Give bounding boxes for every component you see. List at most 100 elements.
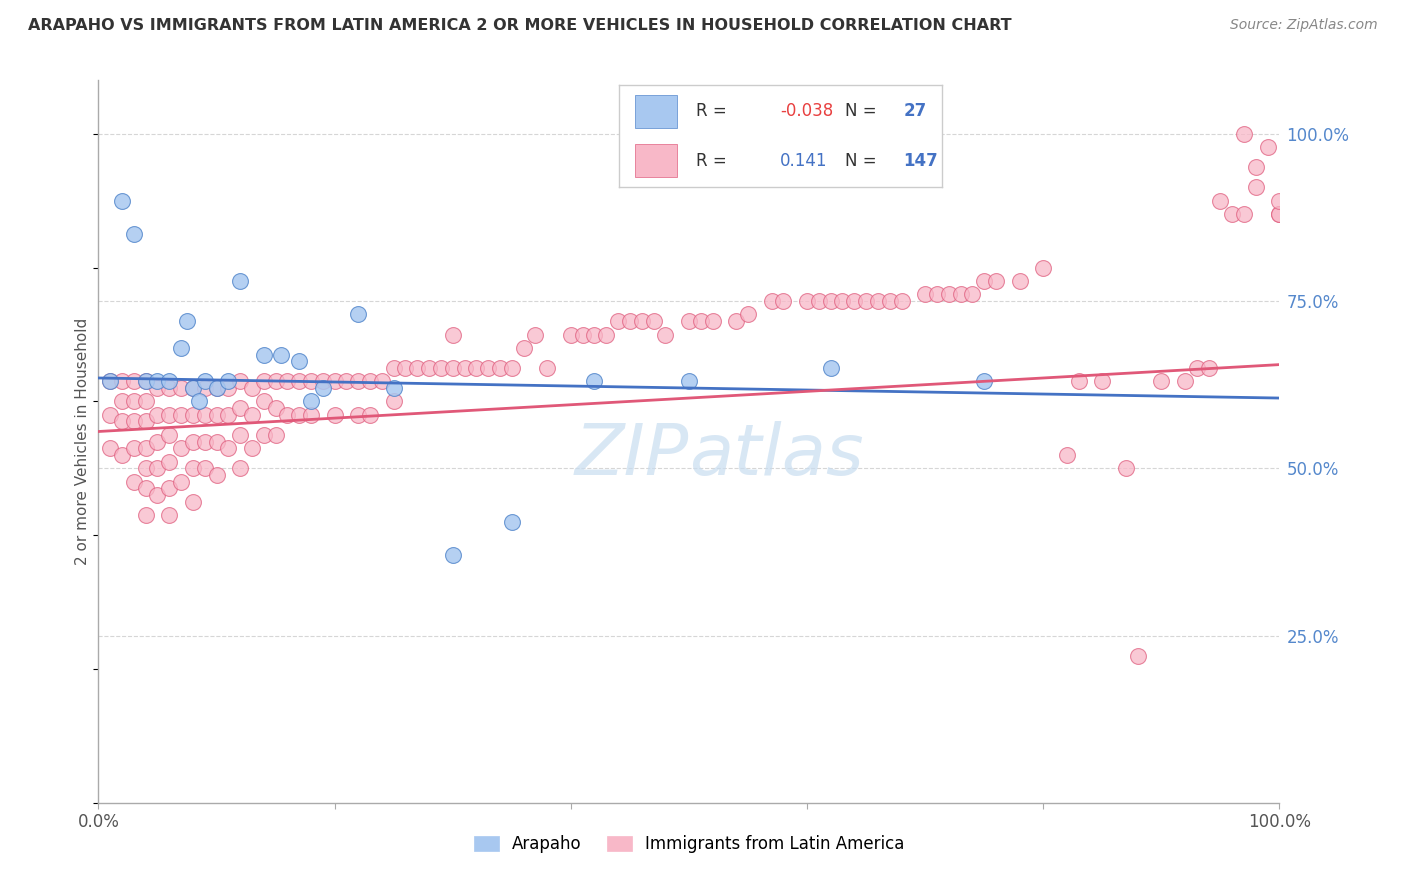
Point: [1126, 648, 1149, 663]
Point: [1115, 461, 1137, 475]
Point: [111, 414, 134, 429]
Point: [890, 294, 912, 309]
Point: [418, 361, 440, 376]
Point: [170, 341, 193, 355]
Point: [176, 314, 198, 328]
Point: [194, 434, 217, 449]
Point: [489, 361, 512, 376]
Point: [512, 341, 534, 355]
Point: [181, 381, 204, 395]
Point: [111, 375, 134, 389]
Point: [312, 375, 335, 389]
Point: [1268, 207, 1291, 221]
Point: [1067, 375, 1090, 389]
Point: [583, 327, 606, 342]
Point: [807, 294, 830, 309]
Point: [323, 375, 346, 389]
Point: [1209, 194, 1232, 208]
Point: [194, 381, 217, 395]
Point: [725, 314, 748, 328]
Point: [973, 375, 995, 389]
Point: [914, 287, 936, 301]
Point: [135, 394, 157, 409]
Text: 147: 147: [903, 152, 938, 169]
Point: [772, 294, 794, 309]
Point: [1244, 180, 1267, 194]
Point: [264, 375, 287, 389]
Text: 0.141: 0.141: [780, 152, 828, 169]
Point: [135, 414, 157, 429]
Text: ARAPAHO VS IMMIGRANTS FROM LATIN AMERICA 2 OR MORE VEHICLES IN HOUSEHOLD CORRELA: ARAPAHO VS IMMIGRANTS FROM LATIN AMERICA…: [28, 18, 1012, 33]
Point: [501, 361, 523, 376]
Point: [430, 361, 453, 376]
Point: [761, 294, 783, 309]
Point: [111, 448, 134, 462]
Point: [229, 375, 252, 389]
Point: [347, 375, 370, 389]
Point: [524, 327, 547, 342]
Point: [264, 401, 287, 416]
Point: [347, 408, 370, 422]
Point: [583, 375, 606, 389]
Bar: [636, 95, 676, 128]
Point: [253, 375, 276, 389]
Point: [135, 375, 157, 389]
Point: [595, 327, 617, 342]
Bar: [636, 145, 676, 177]
Point: [253, 394, 276, 409]
Point: [382, 394, 405, 409]
Point: [157, 381, 180, 395]
Point: [299, 394, 322, 409]
Point: [98, 375, 121, 389]
Point: [866, 294, 889, 309]
Point: [441, 327, 464, 342]
Point: [1174, 375, 1197, 389]
Point: [938, 287, 960, 301]
Point: [288, 375, 311, 389]
Point: [630, 314, 652, 328]
Point: [394, 361, 416, 376]
Point: [170, 475, 193, 489]
Point: [962, 287, 984, 301]
Point: [973, 274, 995, 288]
Point: [441, 548, 464, 563]
Point: [453, 361, 475, 376]
Point: [217, 381, 239, 395]
Point: [406, 361, 429, 376]
Point: [371, 375, 394, 389]
Point: [146, 408, 169, 422]
Point: [217, 442, 239, 455]
Point: [855, 294, 877, 309]
Point: [240, 381, 263, 395]
Point: [170, 442, 193, 455]
Point: [1185, 361, 1208, 376]
Point: [181, 381, 204, 395]
Point: [135, 375, 157, 389]
Point: [702, 314, 724, 328]
Point: [146, 488, 169, 502]
Point: [181, 461, 204, 475]
Point: [205, 381, 228, 395]
Point: [1008, 274, 1031, 288]
Point: [1233, 207, 1256, 221]
Point: [205, 434, 228, 449]
Point: [276, 375, 298, 389]
Point: [111, 194, 134, 208]
Point: [122, 414, 145, 429]
Point: [240, 408, 263, 422]
Text: N =: N =: [845, 103, 876, 120]
Point: [359, 408, 381, 422]
Text: ZIP: ZIP: [575, 422, 689, 491]
Point: [288, 354, 311, 368]
Y-axis label: 2 or more Vehicles in Household: 2 or more Vehicles in Household: [75, 318, 90, 566]
Point: [1032, 260, 1054, 275]
Point: [288, 408, 311, 422]
Point: [157, 455, 180, 469]
Point: [1091, 375, 1114, 389]
Point: [678, 375, 700, 389]
Point: [135, 508, 157, 523]
Point: [879, 294, 901, 309]
Point: [181, 408, 204, 422]
Point: [229, 274, 252, 288]
Point: [253, 427, 276, 442]
